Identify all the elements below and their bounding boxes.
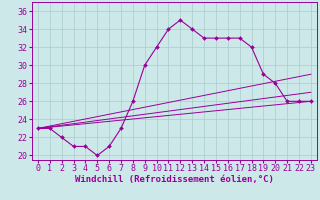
X-axis label: Windchill (Refroidissement éolien,°C): Windchill (Refroidissement éolien,°C) (75, 175, 274, 184)
